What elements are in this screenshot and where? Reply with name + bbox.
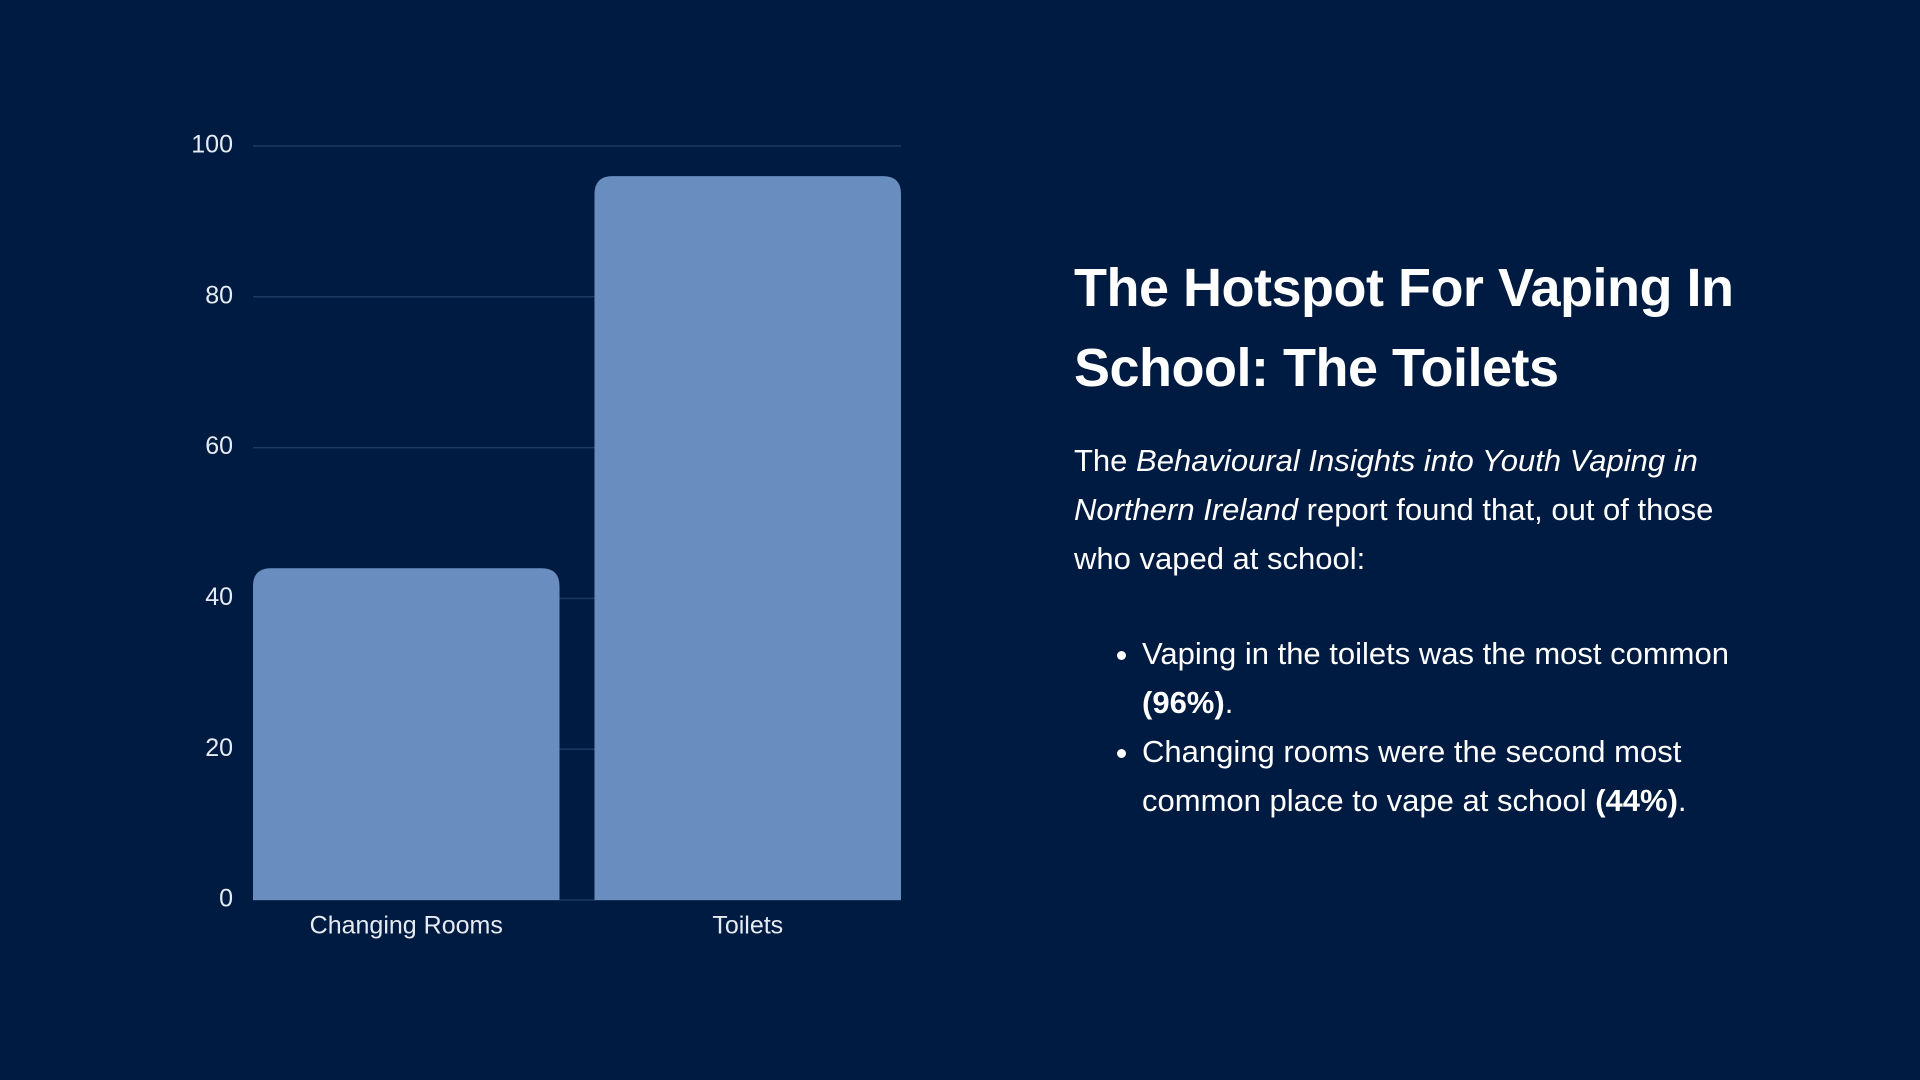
bullet: Changing rooms were the second most comm… <box>1142 727 1774 825</box>
y-tick-label: 80 <box>205 281 233 309</box>
report-title: Behavioural Insights into Youth Vaping i… <box>1074 443 1698 527</box>
bar <box>253 568 560 900</box>
x-tick-label: Changing Rooms <box>310 912 503 940</box>
y-tick-label: 100 <box>191 131 233 159</box>
bullet-figure: (96%) <box>1142 685 1225 720</box>
intro-text: The <box>1074 443 1137 478</box>
text-panel: The Hotspot For Vaping In School: The To… <box>1074 248 1774 825</box>
intro: The Behavioural Insights into Youth Vapi… <box>1074 436 1774 583</box>
bullet-text: Vaping in the toilets was the most commo… <box>1142 636 1729 671</box>
bar <box>594 176 901 900</box>
intro-text: report found that, out of those who vape… <box>1074 492 1714 576</box>
y-tick-label: 40 <box>205 583 233 611</box>
y-tick-label: 20 <box>205 734 233 762</box>
bullet-figure: (44%) <box>1595 783 1678 818</box>
bullet-text: . <box>1677 783 1687 818</box>
bullet-list: Vaping in the toilets was the most commo… <box>1074 629 1774 825</box>
chart: 0 20 40 60 80 100 Changing Rooms Toilets <box>191 131 901 940</box>
bullet-text: Changing rooms were the second most comm… <box>1142 734 1682 818</box>
heading: The Hotspot For Vaping In School: The To… <box>1074 258 1734 398</box>
x-tick-label: Toilets <box>712 912 783 940</box>
bullet: Vaping in the toilets was the most commo… <box>1142 629 1774 727</box>
y-tick-label: 0 <box>219 885 233 913</box>
bullet-text: . <box>1224 685 1234 720</box>
y-tick-label: 60 <box>205 432 233 460</box>
